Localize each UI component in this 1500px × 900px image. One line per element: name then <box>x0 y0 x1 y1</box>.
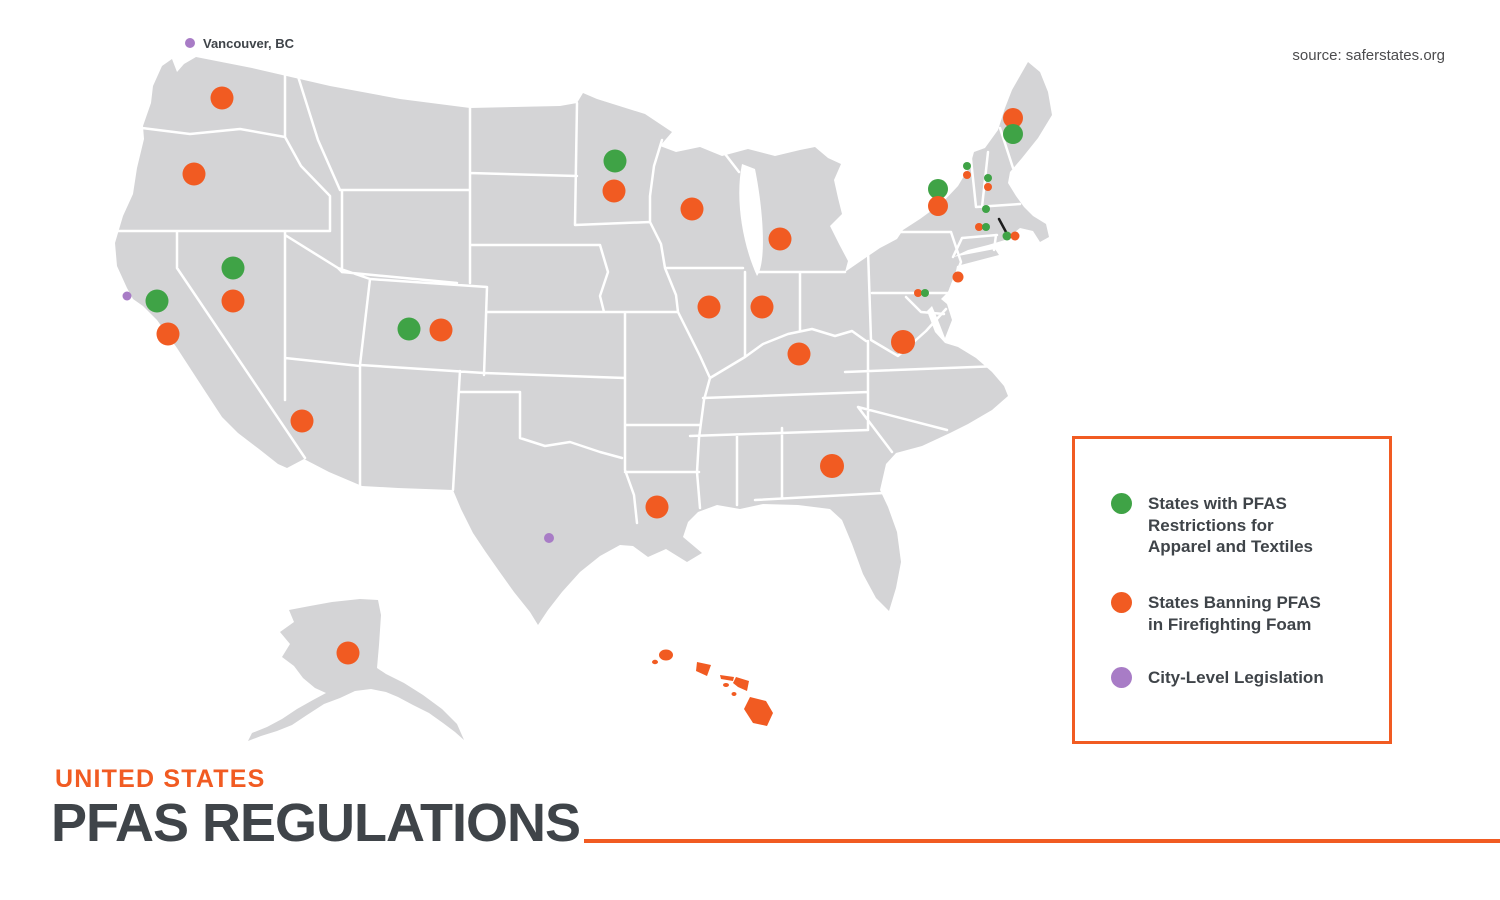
marker-maine-apparel <box>1003 124 1023 144</box>
foam-legend-dot <box>1111 592 1132 613</box>
vancouver-label: Vancouver, BC <box>203 36 295 51</box>
marker-new-york-apparel <box>928 179 948 199</box>
apparel-legend-label: States with PFAS Restrictions for Appare… <box>1148 493 1313 558</box>
city-legend-label: City-Level Legislation <box>1148 667 1324 689</box>
marker-minnesota-apparel <box>603 149 627 173</box>
rhode-island-leader-line <box>997 217 1008 234</box>
marker-connecticut-foam <box>975 223 983 231</box>
legend-label-line: City-Level Legislation <box>1148 668 1324 687</box>
legend-label-line: States Banning PFAS <box>1148 593 1321 612</box>
foam-legend-label: States Banning PFAS in Firefighting Foam <box>1148 592 1321 635</box>
marker-rhode-island-apparel <box>1002 231 1012 241</box>
marker-illinois <box>697 295 721 319</box>
marker-massachusetts-apparel <box>982 205 990 213</box>
markers-layer <box>122 38 1023 665</box>
marker-oregon <box>182 162 206 186</box>
marker-maryland-apparel <box>921 289 929 297</box>
legend-label-line: in Firefighting Foam <box>1148 614 1312 634</box>
alaska-silhouette <box>248 599 464 741</box>
lower48-silhouette <box>115 57 1052 625</box>
state-borders <box>113 61 1022 525</box>
marker-rhode-island-foam <box>1010 231 1020 241</box>
marker-vancouver-bc <box>185 38 195 48</box>
lake-michigan <box>739 164 763 276</box>
marker-michigan <box>768 227 792 251</box>
title-rule <box>584 839 1500 843</box>
legend-box: States with PFAS Restrictions for Appare… <box>1072 436 1392 744</box>
marker-new-york-foam <box>928 196 948 216</box>
marker-colorado-foam <box>429 318 453 342</box>
title-kicker: UNITED STATES <box>55 765 266 793</box>
legend-item-foam: States Banning PFAS in Firefighting Foam <box>1111 592 1321 635</box>
marker-louisiana <box>645 495 669 519</box>
legend-item-apparel: States with PFAS Restrictions for Appare… <box>1111 493 1313 558</box>
marker-vermont-apparel <box>963 162 971 170</box>
marker-minnesota-foam <box>602 179 626 203</box>
marker-california-apparel <box>145 289 169 313</box>
marker-vermont-foam <box>963 171 971 179</box>
marker-new-hampshire-foam <box>984 183 992 191</box>
marker-california-foam <box>156 322 180 346</box>
marker-alaska <box>336 641 360 665</box>
marker-maine-foam <box>1003 108 1023 128</box>
marker-wisconsin <box>680 197 704 221</box>
legend-label-line: States with PFAS <box>1148 494 1287 513</box>
marker-georgia <box>820 454 844 478</box>
marker-texas-austin <box>544 533 554 543</box>
marker-washington <box>210 86 234 110</box>
page-title: PFAS REGULATIONS <box>51 793 581 853</box>
marker-virginia <box>891 330 915 354</box>
legend-label-line: Restrictions for <box>1148 515 1274 535</box>
city-legend-dot <box>1111 667 1132 688</box>
marker-nevada-apparel <box>221 256 245 280</box>
legend-item-city: City-Level Legislation <box>1111 667 1324 689</box>
marker-new-jersey <box>952 271 964 283</box>
marker-connecticut-apparel <box>982 223 990 231</box>
marker-kentucky <box>787 342 811 366</box>
legend-label-line: Apparel and Textiles <box>1148 537 1314 556</box>
marker-indiana <box>750 295 774 319</box>
marker-colorado-apparel <box>397 317 421 341</box>
hawaii-islands <box>652 649 773 726</box>
apparel-legend-dot <box>1111 493 1132 514</box>
marker-nevada-foam <box>221 289 245 313</box>
marker-new-hampshire-apparel <box>984 174 992 182</box>
marker-san-francisco <box>122 291 132 301</box>
marker-arizona <box>290 409 314 433</box>
source-credit: source: saferstates.org <box>1292 47 1445 64</box>
marker-maryland-foam <box>914 289 922 297</box>
